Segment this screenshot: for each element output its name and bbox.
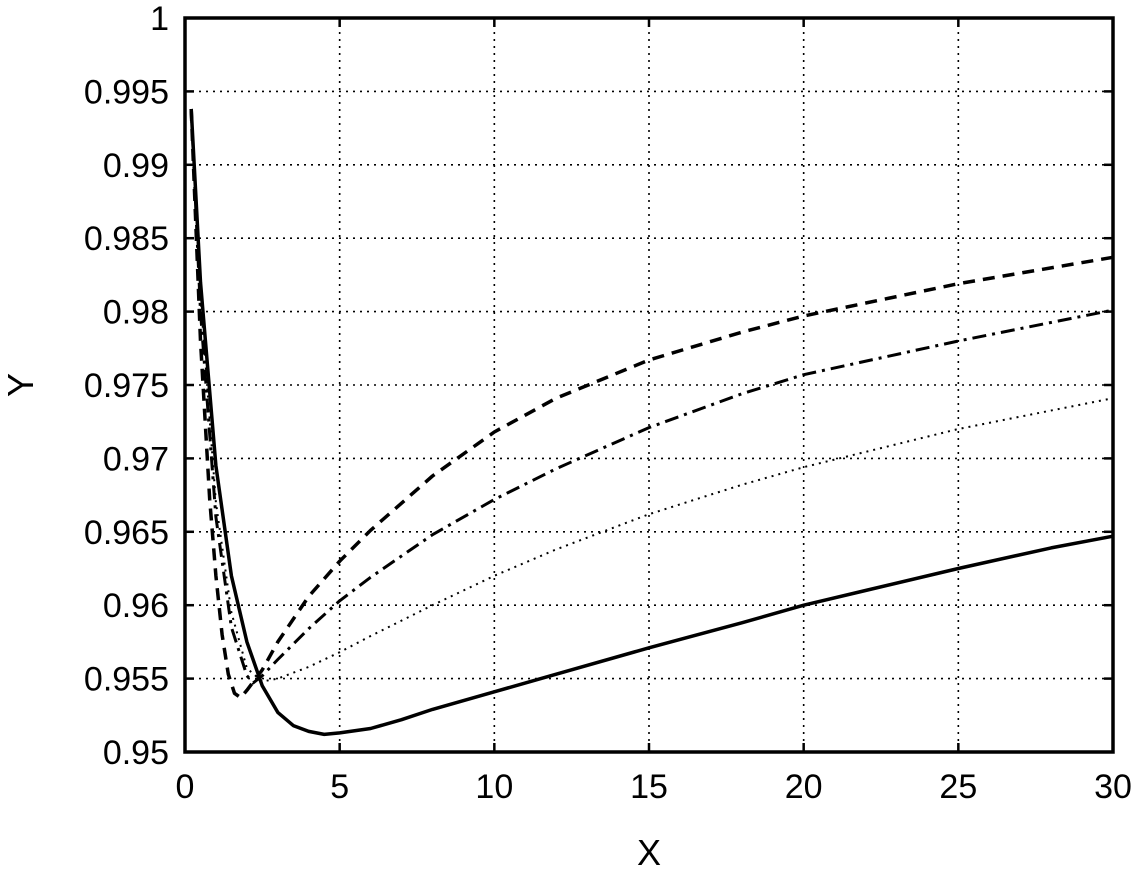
y-tick-label: 0.98 xyxy=(103,294,169,332)
y-axis-label: Y xyxy=(0,373,41,397)
x-tick-labels: 0 5 10 15 20 25 30 xyxy=(176,768,1132,806)
y-tick-label: 0.95 xyxy=(103,734,169,772)
series-line-dashdot xyxy=(189,108,1114,685)
x-tick-label: 15 xyxy=(630,768,668,806)
x-tick-label: 5 xyxy=(330,768,349,806)
y-tick-label: 1 xyxy=(150,0,169,38)
y-tick-label: 0.97 xyxy=(103,440,169,478)
y-tick-label: 0.965 xyxy=(84,514,169,552)
y-tick-label: 0.995 xyxy=(84,73,169,111)
x-tick-label: 20 xyxy=(785,768,823,806)
plot-frame xyxy=(183,16,1115,754)
series-line-solid xyxy=(189,108,1114,737)
x-axis-label: X xyxy=(637,832,661,873)
x-tick-label: 25 xyxy=(939,768,977,806)
x-tick-label: 10 xyxy=(475,768,513,806)
series-line-dashed xyxy=(189,108,1114,700)
y-tick-labels: 0.95 0.955 0.96 0.965 0.97 0.975 0.98 0.985 0.99… xyxy=(84,0,169,772)
x-tick-label: 0 xyxy=(176,768,195,806)
series-lines xyxy=(189,108,1114,737)
y-tick-label: 0.99 xyxy=(103,147,169,185)
grid-lines xyxy=(185,18,1113,752)
y-tick-label: 0.96 xyxy=(103,587,169,625)
y-tick-label: 0.975 xyxy=(84,367,169,405)
series-line-dotted xyxy=(190,108,1114,683)
y-tick-label: 0.955 xyxy=(84,661,169,699)
x-tick-label: 30 xyxy=(1094,768,1132,806)
y-tick-label: 0.985 xyxy=(84,220,169,258)
